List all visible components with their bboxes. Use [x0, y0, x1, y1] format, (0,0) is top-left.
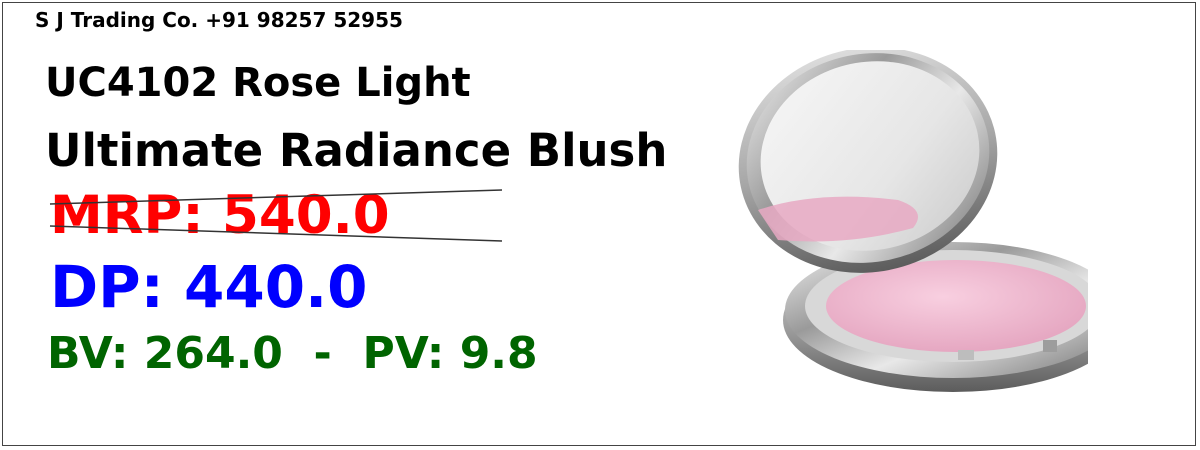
- dp-price: DP: 440.0: [50, 253, 368, 321]
- seller-contact: S J Trading Co. +91 98257 52955: [35, 8, 403, 32]
- product-name: Ultimate Radiance Blush: [45, 124, 668, 177]
- mrp-price-group: MRP: 540.0: [49, 186, 503, 246]
- bv-pv-values: BV: 264.0 - PV: 9.8: [47, 328, 538, 379]
- strikethrough-icon: [49, 189, 503, 242]
- blush-compact-icon: [738, 50, 1088, 392]
- product-code-shade: UC4102 Rose Light: [45, 60, 471, 106]
